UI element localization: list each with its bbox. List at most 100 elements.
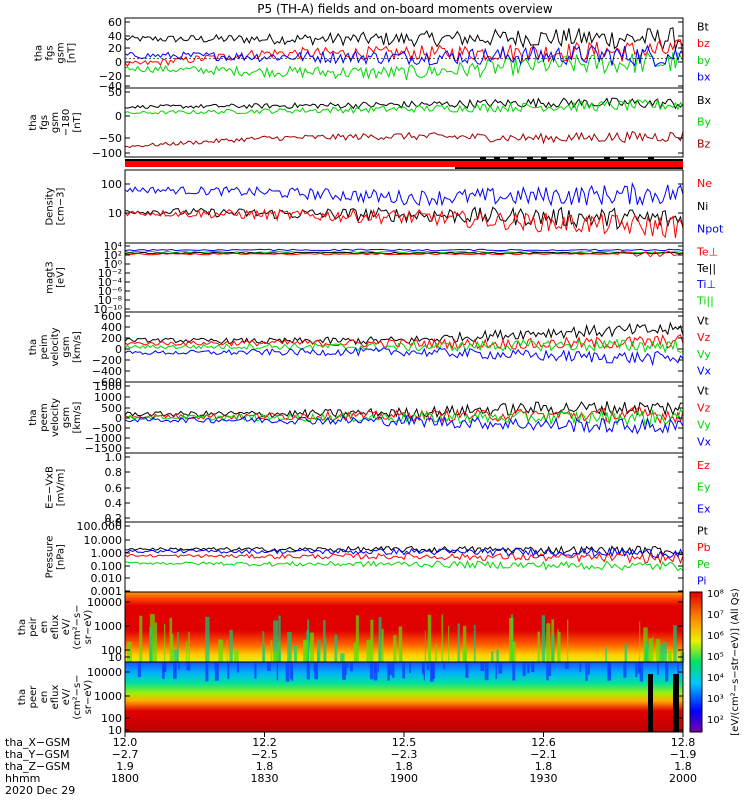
x-tick-gsm-x: 12.6 (531, 736, 556, 749)
spectrogram-cell (137, 662, 141, 677)
legend-entry-vx: Vx (697, 435, 712, 448)
spectrogram-cell (185, 641, 188, 662)
spectrogram-cell (389, 662, 393, 676)
y-tick-label: 60 (108, 16, 122, 29)
series-line-pressure-pi (124, 546, 684, 559)
colorbar-tick-label: 10² (707, 715, 724, 726)
spectrogram-cell (285, 662, 290, 682)
y-tick-label: 10⁻⁸ (98, 294, 123, 307)
y-tick-label: 0 (115, 343, 122, 356)
y-tick-label: 10⁻¹⁰ (93, 303, 122, 316)
spectrogram-cell (227, 662, 230, 679)
y-tick-label: 10⁻² (98, 267, 122, 280)
y-axis-label-line: eV/ (61, 688, 72, 705)
legend-entry-npot: Npot (697, 223, 724, 236)
mode-marker (541, 157, 547, 160)
spectrogram-cell (646, 651, 650, 662)
y-axis-label-line: tha (28, 114, 39, 130)
spectrogram-cell (623, 662, 627, 678)
spectrogram-cell (273, 620, 279, 662)
legend-entry-te: Te⊥ (696, 245, 718, 258)
spectrogram-cell (369, 662, 374, 680)
spectrogram-cell (579, 662, 582, 672)
mode-marker (480, 157, 486, 160)
y-axis-label-line: gsm (61, 336, 72, 357)
spectrogram-cell (392, 662, 395, 678)
y-tick-label: 200 (101, 332, 122, 345)
y-axis-label-line: gsm (56, 42, 67, 63)
series-line-temp-red (124, 250, 684, 258)
spectrogram-cell (409, 662, 411, 674)
spectrogram-cell (567, 619, 569, 662)
y-axis-label-line: peir (28, 616, 39, 636)
series-line-pressure-pb (124, 551, 684, 565)
spectrogram-cell (173, 649, 178, 662)
spectrogram-cell (307, 619, 310, 662)
spectrogram-cell (465, 662, 467, 678)
y-tick-label: 40 (108, 30, 122, 43)
spectrogram-cell (276, 662, 279, 681)
spectrogram-cell (214, 662, 219, 670)
spectrogram-cell (186, 662, 191, 671)
panel-fgs180: 50 0 −50 −100 tha fgs gsm −180 [nT] Bx By Bz (28, 86, 712, 160)
spectrogram-cell (398, 626, 403, 662)
y-tick-label: 10000 (87, 596, 122, 609)
spectrogram-cell (278, 615, 281, 662)
y-tick-label: −1500 (85, 442, 122, 455)
y-tick-label: 0.8 (105, 466, 123, 479)
x-tick-hhmm: 1930 (530, 772, 558, 785)
x-row-label: tha_Y−GSM (5, 748, 69, 761)
spectrogram-cell (527, 662, 530, 674)
y-axis-label-line: eflux (50, 615, 61, 640)
y-axis-label-line: peer (28, 685, 39, 709)
spectrogram-cell (295, 646, 297, 662)
y-tick-label: 100 (101, 712, 122, 725)
spectrogram-cell (139, 615, 143, 662)
panel-background (125, 312, 683, 382)
spectrogram-cell (290, 662, 293, 680)
mode-marker (568, 157, 574, 160)
series-line-fgs-bz (124, 39, 684, 67)
spectrogram-cell (171, 633, 174, 662)
status-bars (125, 157, 683, 169)
data-gap-column (648, 674, 653, 732)
y-axis-label-line: [km/s] (72, 401, 83, 433)
legend-entry-by: by (697, 54, 711, 67)
colorbar-tick-label: 10⁸ (707, 589, 724, 600)
legend-entry-bz: bz (697, 37, 710, 50)
y-tick-label: 0.010 (91, 572, 123, 585)
y-axis-label-line: −180 (61, 109, 72, 136)
legend-entry-ex: Ex (697, 502, 711, 515)
spectrogram-cell (422, 662, 424, 673)
series-line-peim-vx (124, 346, 684, 367)
spectrogram-cell (205, 616, 210, 662)
mode-bar-black (455, 167, 683, 169)
y-tick-label: 10 (108, 207, 122, 220)
spectrogram-cell (608, 662, 611, 671)
legend-entry-vt: Vt (697, 315, 710, 328)
legend-entry-pt: Pt (697, 525, 709, 538)
spectrogram-cell (262, 631, 265, 662)
panel-frame (124, 87, 684, 158)
x-tick-gsm-y: −2.1 (530, 748, 557, 761)
legend-entry-ni: Ni (697, 200, 708, 213)
spectrogram-cell (443, 662, 446, 670)
series-line-density-ne (124, 208, 684, 239)
x-tick-gsm-z: 1.8 (395, 760, 413, 773)
series-line-pressure-pt (125, 545, 684, 557)
spectrogram-cell (178, 662, 180, 670)
spectrogram-cell (587, 662, 590, 675)
y-axis-label-line: [km/s] (72, 331, 83, 363)
y-axis-label-line: eV/ (61, 618, 72, 635)
spectrogram-cell (347, 662, 349, 669)
y-axis-label-line: tha (28, 339, 39, 355)
colorbar: 10⁸ 10⁷ 10⁶ 10⁵ 10⁴ 10³ 10² [eV/(cm²−s−str−eV)]… (689, 588, 741, 736)
spectrogram-cell (355, 615, 359, 662)
y-axis-label-line: fgs (45, 45, 56, 60)
y-tick-label: 400 (101, 321, 122, 334)
